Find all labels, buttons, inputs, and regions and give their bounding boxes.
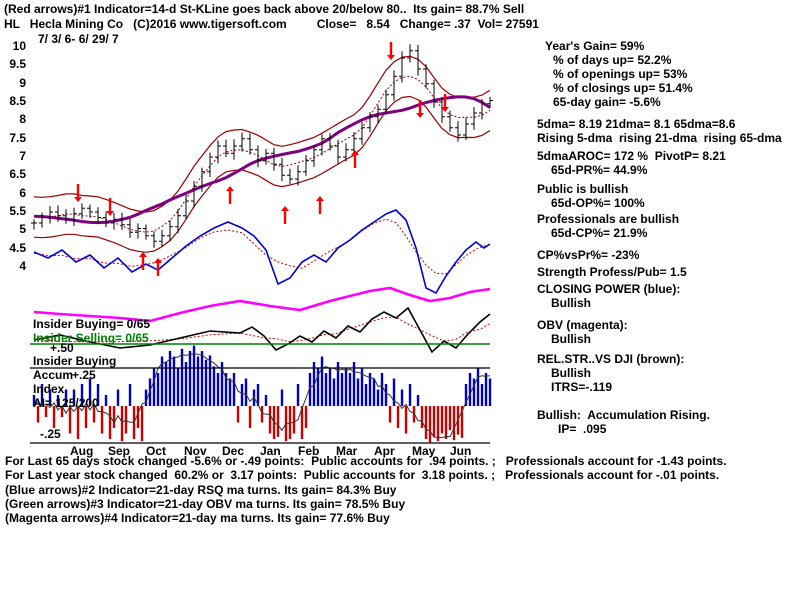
stat-line: % of days up= 52.2% [553, 53, 672, 67]
footer-magenta-arrows-indicator: (Magenta arrows)#4 Indicator=21-day ma t… [5, 511, 390, 525]
index-label: Index [33, 382, 65, 396]
stat-line: 65d-CP%= 21.9% [551, 226, 648, 240]
price-axis-label: 7 [19, 149, 26, 163]
month-label: Jun [450, 444, 472, 458]
buy-arrow-icon [351, 150, 359, 168]
accum-label: Accum [33, 368, 74, 382]
stat-line: Year's Gain= 59% [545, 39, 645, 53]
price-axis-label: 4 [19, 259, 26, 273]
date-range-label: 7/ 3/ 6- 6/ 29/ 7 [38, 32, 119, 46]
footer-year-summary: For Last year stock changed 60.2% or 3.1… [5, 468, 720, 482]
buy-arrow-icon [154, 258, 162, 276]
buy-arrow-icon [139, 252, 147, 270]
price-axis-label: 8 [19, 112, 26, 127]
month-label: Oct [146, 444, 167, 458]
price-axis-label: 7.5 [9, 130, 26, 145]
price-axis-label: 6 [19, 185, 26, 200]
insider-selling-count-label: Insider Selling= 0/65 [33, 331, 149, 345]
stat-line: Professionals are bullish [537, 212, 680, 226]
ticker-summary-line: HL Hecla Mining Co (C)2016 www.tigersoft… [4, 17, 539, 31]
month-label: Dec [222, 444, 245, 458]
stat-line: Bullish [551, 332, 592, 346]
buy-arrow-icon [226, 186, 234, 204]
price-axis-label: 6.5 [9, 167, 26, 182]
price-axis-label: 9 [19, 75, 26, 90]
stat-line: % of closings up= 51.4% [553, 81, 693, 95]
indicator-signal-line: (Red arrows)#1 Indicator=14-d St-KLine g… [4, 2, 525, 16]
stat-line: Bullish [551, 296, 592, 310]
sell-arrow-icon [74, 184, 82, 202]
insider-buying-label: Insider Buying [33, 354, 117, 368]
price-axis-label: 5 [19, 222, 26, 237]
month-label: Feb [298, 444, 320, 458]
buy-arrow-icon [281, 206, 289, 224]
footer-green-arrows-indicator: (Green arrows)#3 Indicator=21-day OBV ma… [5, 497, 406, 511]
stat-line: CLOSING POWER (blue): [537, 282, 681, 296]
month-label: May [412, 444, 436, 458]
sell-arrow-icon [441, 94, 449, 112]
stat-line: % of openings up= 53% [553, 67, 688, 81]
price-axis-label: 8.5 [9, 94, 26, 108]
month-label: Jan [260, 444, 281, 458]
stat-line: IP= .095 [558, 422, 607, 436]
buy-arrow-icon [316, 196, 324, 214]
stat-line: Bullish: Accumulation Rising. [537, 408, 710, 422]
footer-65day-summary: For Last 65 days stock changed -5.6% or … [5, 454, 727, 468]
sell-arrow-icon [416, 100, 424, 118]
month-label: Apr [374, 444, 395, 458]
stat-line: Rising 5-dma rising 21-dma rising 65-dma [537, 131, 782, 145]
stat-line: 65d-OP%= 100% [551, 196, 645, 210]
price-axis-label: 5.5 [9, 204, 26, 218]
stat-line: Strength Profess/Pub= 1.5 [537, 265, 687, 279]
month-label: Aug [70, 444, 94, 458]
stat-line: OBV (magenta): [537, 318, 628, 332]
stat-line: Bullish [551, 366, 592, 380]
ai-ratio-label: AI= 125/200 [33, 396, 99, 410]
month-label: Mar [336, 444, 358, 458]
footer-blue-arrows-indicator: (Blue arrows)#2 Indicator=21-day RSQ ma … [5, 483, 397, 497]
stat-line: CP%vsPr%= -23% [537, 248, 640, 262]
month-label: Sep [108, 444, 131, 458]
stat-line: 5dmaAROC= 172 % PivotP= 8.21 [537, 149, 726, 163]
stat-line: 65-day gain= -5.6% [553, 95, 661, 109]
stat-line: REL.STR..VS DJI (brown): [537, 352, 685, 366]
stat-line: Public is bullish [537, 182, 629, 196]
month-label: Nov [184, 444, 207, 458]
price-axis-label: 10 [12, 39, 26, 53]
insider-buying-count-label: Insider Buying= 0/65 [33, 317, 151, 331]
price-axis-label: 9.5 [9, 57, 26, 72]
stat-line: 65d-PR%= 44.9% [551, 163, 648, 177]
stat-line: 5dma= 8.19 21dma= 8.1 65dma=8.6 [537, 117, 736, 131]
price-axis-label: 4.5 [9, 240, 26, 255]
sell-arrow-icon [387, 42, 395, 60]
accum-scale-minus25-label: -.25 [40, 427, 61, 441]
sell-arrow-icon [106, 198, 114, 216]
stat-line: ITRS=-.119 [551, 380, 613, 394]
accum-scale-plus25-label: +.25 [72, 368, 96, 382]
accum-scale-plus50-label: +.50 [50, 341, 74, 355]
